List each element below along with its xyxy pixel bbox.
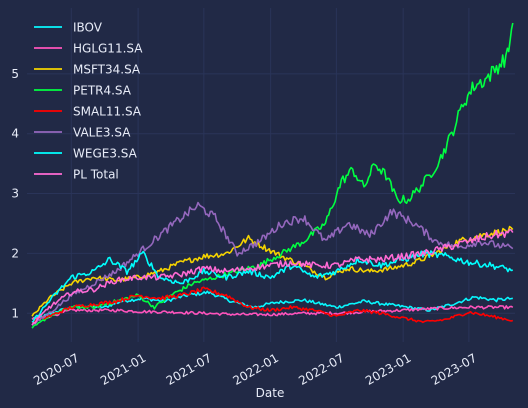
series-line-smal11-sa [31, 286, 514, 324]
legend-label: WEGE3.SA [73, 147, 138, 161]
legend-label: VALE3.SA [73, 126, 131, 140]
legend-label: PL Total [73, 168, 119, 182]
legend-label: MSFT34.SA [73, 63, 141, 77]
legend-label: HGLG11.SA [73, 42, 143, 56]
y-tick-label: 4 [11, 127, 19, 141]
legend: IBOV HGLG11.SA MSFT34.SA PETR4.SA SMAL11.SA V… [34, 21, 143, 182]
y-tick-label: 3 [11, 187, 19, 201]
legend-label: SMAL11.SA [73, 105, 142, 119]
y-axis-ticks: 1 2 3 4 5 [11, 67, 19, 320]
series-line-hglg11-sa [31, 305, 514, 320]
series-line-wege3-sa [31, 250, 513, 323]
y-tick-label: 1 [11, 306, 19, 320]
x-axis-title: Date [256, 386, 285, 400]
y-tick-label: 2 [11, 246, 19, 260]
y-tick-label: 5 [11, 67, 19, 81]
series-line-msft34-sa [31, 225, 514, 317]
legend-label: PETR4.SA [73, 84, 132, 98]
series-line-vale3-sa [31, 201, 514, 326]
legend-label: IBOV [73, 21, 103, 35]
series-line-pl-total [31, 228, 514, 326]
series-lines [31, 22, 514, 329]
